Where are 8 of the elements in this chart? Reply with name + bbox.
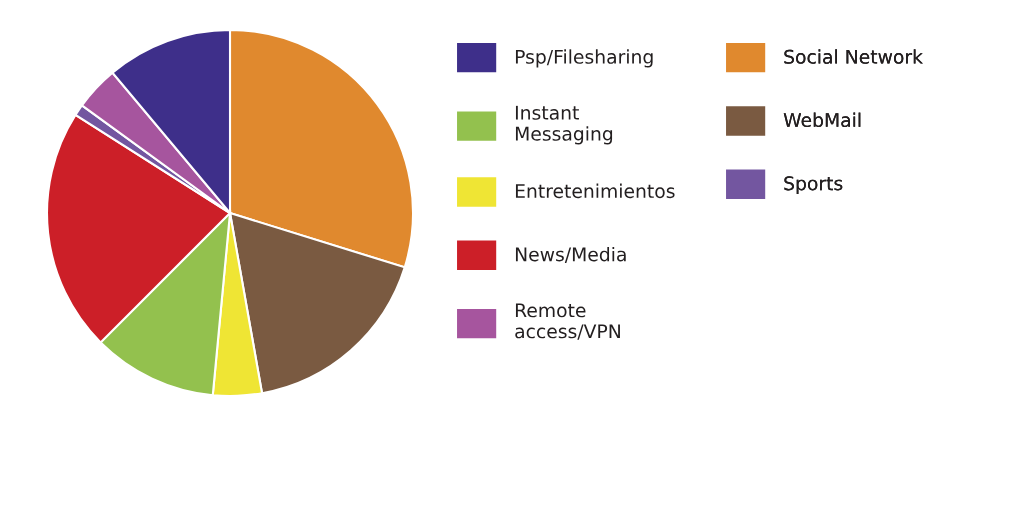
legend-label: Remote access/VPN xyxy=(515,303,620,340)
legend-label: WebMail xyxy=(783,112,861,128)
legend-label: Entretenimientos xyxy=(515,183,675,199)
legend-label: Psp/Filesharing xyxy=(515,49,653,68)
legend-label: Instant Messaging xyxy=(515,105,613,145)
legend-label: Social Network xyxy=(784,49,923,64)
legend-label: Sports xyxy=(784,176,843,195)
legend-label: News/Media xyxy=(515,246,626,263)
